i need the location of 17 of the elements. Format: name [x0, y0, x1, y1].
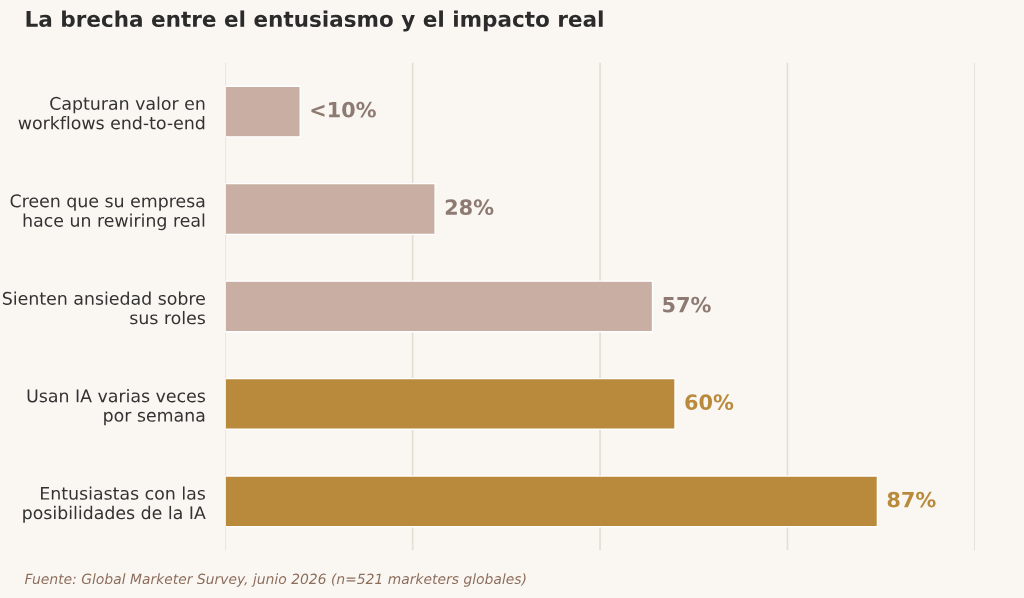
- y-tick-label: Usan IA varias veces por semana: [27, 388, 205, 426]
- bar: [225, 280, 654, 333]
- chart-title: La brecha entre el entusiasmo y el impacto real: [26, 10, 603, 32]
- bar: [225, 475, 879, 528]
- source-note: Fuente: Global Marketer Survey, junio 2026 (n=521 marketers globales): [24, 573, 526, 587]
- bar: [225, 377, 676, 430]
- y-tick-label: Sienten ansiedad sobre sus roles: [2, 291, 205, 325]
- data-label: 87%: [887, 491, 936, 508]
- bar: [225, 182, 436, 236]
- y-tick-label: Entusiastas con las posibilidades de la IA: [23, 486, 206, 523]
- data-label: 57%: [663, 296, 711, 313]
- data-label: <10%: [311, 101, 376, 118]
- bar: [225, 85, 301, 138]
- data-label: 60%: [685, 394, 734, 410]
- data-label: 28%: [445, 199, 494, 216]
- y-tick-label: Capturan valor en workflows end-to-end: [18, 96, 205, 130]
- y-tick-label: Creen que su empresa hace un rewiring real: [10, 194, 205, 231]
